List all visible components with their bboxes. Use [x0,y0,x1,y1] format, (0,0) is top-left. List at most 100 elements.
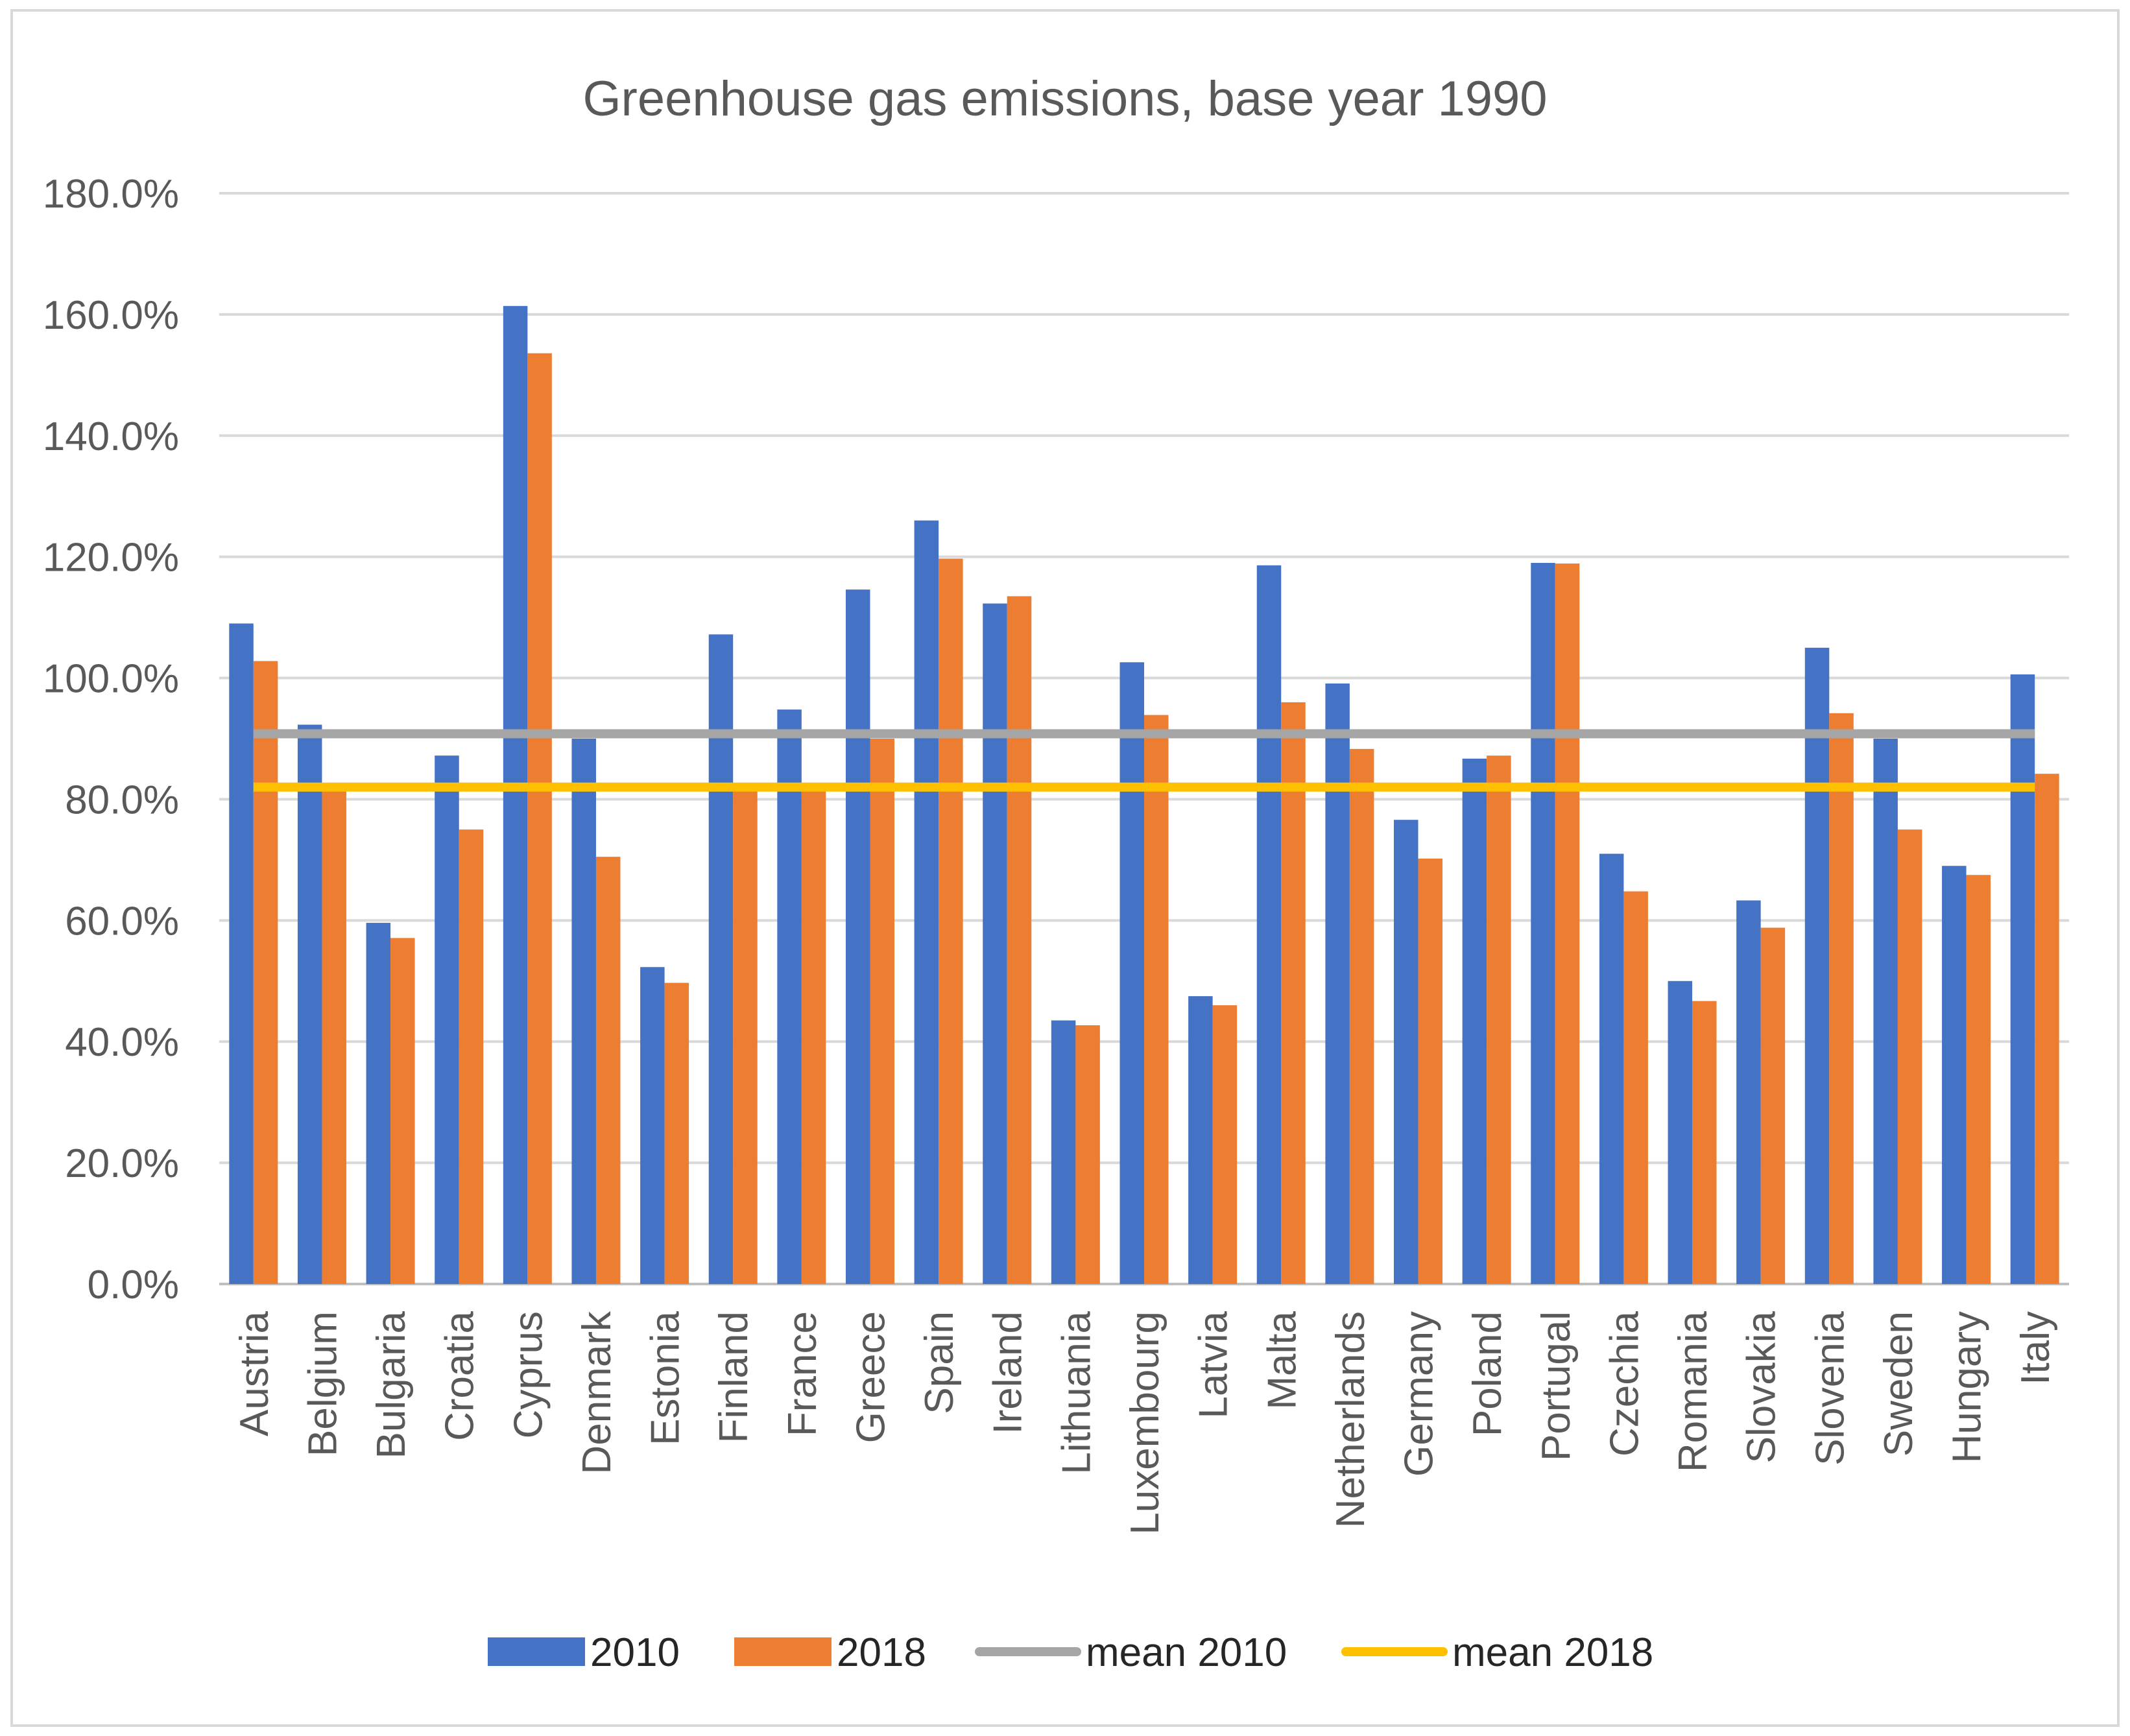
x-tick-label: Latvia [1191,1311,1236,1418]
x-tick-label: Finland [712,1311,756,1443]
bar-2010-italy [2010,674,2035,1284]
bar-2018-spain [939,558,963,1284]
bar-2018-estonia [664,982,689,1284]
bar-2010-ireland [983,603,1007,1284]
bar-2018-belgium [322,787,346,1284]
bar-2010-czechia [1599,853,1624,1284]
bar-2010-greece [845,589,870,1284]
bar-2018-italy [2035,774,2059,1284]
bar-2010-netherlands [1325,683,1350,1284]
bar-2010-latvia [1188,996,1213,1284]
bar-2018-hungary [1966,875,1991,1284]
bar-2010-slovakia [1736,900,1761,1284]
bar-2010-denmark [571,739,596,1284]
bar-2010-luxembourg [1119,662,1144,1284]
y-tick-label: 160.0% [43,293,179,338]
y-tick-label: 100.0% [43,657,179,702]
x-tick-label: Netherlands [1328,1311,1373,1528]
x-tick-label: Luxembourg [1123,1311,1167,1535]
bar-2010-belgium [297,724,322,1284]
x-axis-tick-labels: Austria Belgium Bulgaria Croatia Cyprus Denma… [232,1311,2058,1535]
x-tick-label: Slovakia [1740,1311,1784,1463]
bar-2010-croatia [435,755,459,1284]
bar-2018-latvia [1212,1005,1238,1284]
legend-swatch-2010 [488,1637,585,1666]
x-tick-label: Czechia [1602,1311,1647,1457]
bar-2018-poland [1487,755,1511,1284]
y-tick-label: 0.0% [88,1263,179,1307]
chart-title: Greenhouse gas emissions, base year 1990 [582,71,1547,126]
x-tick-label: Malta [1260,1311,1304,1409]
bar-2018-malta [1281,702,1306,1284]
bar-2010-germany [1394,820,1418,1284]
x-tick-label: Sweden [1876,1311,1921,1457]
bar-2018-netherlands [1349,748,1374,1284]
x-tick-label: Austria [232,1311,277,1436]
bar-2010-finland [708,634,734,1284]
bar-2018-finland [733,787,758,1284]
y-axis-tick-labels: 0.0% 20.0% 40.0% 60.0% 80.0% 100.0% 120.0% 140.… [43,172,179,1307]
legend: 2010 2018 mean 2010 mean 2018 [488,1630,1653,1675]
y-tick-label: 140.0% [43,414,179,459]
bar-2018-slovakia [1760,927,1786,1284]
bar-2010-poland [1462,758,1487,1284]
bar-2018-slovenia [1829,713,1854,1284]
x-tick-label: Ireland [986,1311,1031,1434]
y-tick-label: 120.0% [43,536,179,580]
legend-swatch-2018 [734,1637,832,1666]
x-tick-label: Poland [1465,1311,1510,1436]
x-tick-label: Italy [2013,1311,2058,1385]
bars [229,305,2059,1285]
bar-2010-sweden [1873,739,1898,1284]
legend-label: 2010 [590,1630,680,1675]
bar-2018-lithuania [1075,1025,1100,1284]
x-tick-label: Slovenia [1808,1311,1852,1465]
bar-2018-portugal [1555,563,1580,1284]
y-tick-label: 80.0% [65,778,179,822]
y-tick-label: 20.0% [65,1141,179,1186]
bar-2018-ireland [1007,596,1032,1285]
bar-2018-cyprus [527,353,552,1284]
x-tick-label: Cyprus [506,1311,551,1438]
x-tick-label: Lithuania [1054,1311,1099,1474]
bar-2018-romania [1692,1001,1717,1284]
x-tick-label: Estonia [643,1311,688,1445]
x-tick-label: Portugal [1534,1311,1579,1461]
bar-2010-malta [1256,565,1282,1284]
x-tick-label: Germany [1397,1311,1442,1477]
bar-2018-bulgaria [390,938,415,1284]
mean-lines [253,729,2035,792]
y-tick-label: 60.0% [65,899,179,944]
bar-2010-france [777,709,802,1284]
legend-label: mean 2010 [1086,1630,1287,1675]
legend-label: mean 2018 [1452,1630,1653,1675]
y-tick-label: 180.0% [43,172,179,217]
bar-2010-romania [1668,981,1693,1284]
chart-border [10,9,2120,1727]
bar-2018-czechia [1623,891,1648,1284]
bar-2018-denmark [595,857,621,1284]
legend-label: 2018 [837,1630,926,1675]
x-tick-label: Hungary [1945,1311,1990,1463]
bar-2018-greece [870,739,894,1284]
bar-2010-austria [229,623,254,1284]
bar-2018-luxembourg [1144,715,1169,1284]
bar-2018-croatia [459,829,484,1284]
bar-2010-hungary [1942,866,1967,1284]
x-tick-label: Belgium [300,1311,345,1457]
x-tick-label: Croatia [438,1311,483,1440]
x-tick-label: Spain [917,1311,962,1414]
bar-2018-france [801,787,826,1284]
bar-2018-germany [1418,859,1443,1284]
y-tick-label: 40.0% [65,1020,179,1065]
bar-2010-spain [914,520,939,1284]
x-tick-label: France [780,1311,825,1436]
x-tick-label: Denmark [575,1311,619,1475]
bar-2018-austria [253,661,278,1284]
bar-2018-sweden [1897,829,1922,1284]
x-tick-label: Bulgaria [369,1311,414,1458]
bar-2010-portugal [1531,563,1555,1284]
x-tick-label: Greece [848,1311,893,1443]
